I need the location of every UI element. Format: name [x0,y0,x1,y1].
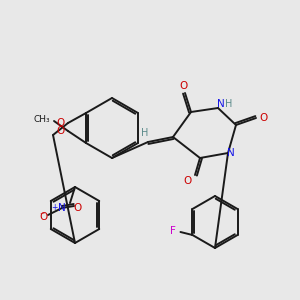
Text: N: N [227,148,235,158]
Text: ⁻: ⁻ [39,211,45,221]
Text: F: F [169,226,175,236]
Text: H: H [225,99,233,109]
Text: O: O [40,212,48,222]
Text: +: + [51,203,57,212]
Text: O: O [56,118,64,128]
Text: H: H [141,128,149,138]
Text: O: O [183,176,191,186]
Text: CH₃: CH₃ [34,115,50,124]
Text: N: N [217,99,225,109]
Text: O: O [260,113,268,123]
Text: O: O [74,203,82,213]
Text: O: O [180,81,188,91]
Text: O: O [56,126,64,136]
Text: N: N [58,203,66,213]
